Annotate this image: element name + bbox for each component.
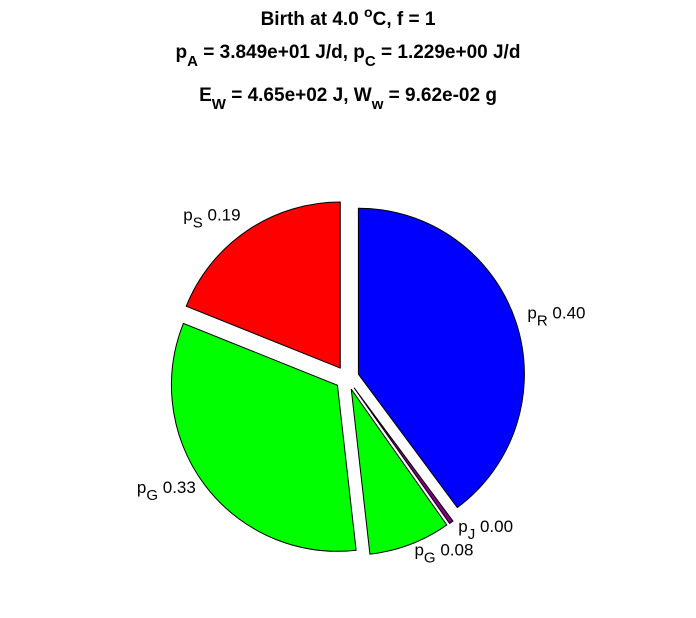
slice-name: pG <box>414 541 435 567</box>
slice-name-sub: S <box>193 215 203 232</box>
slice-name-base: p <box>183 206 192 225</box>
pie-slice <box>357 207 525 509</box>
pie-slice <box>185 201 341 369</box>
title-segment: = 3.849e+01 J/d, p <box>198 42 365 63</box>
title-segment: = 9.62e-02 g <box>383 85 497 106</box>
pie-slice <box>353 387 454 525</box>
slice-value-label: 0.19 <box>203 206 241 225</box>
title-segment: E <box>199 85 212 106</box>
slice-value-label: 0.08 <box>436 541 474 560</box>
slice-value-label: 0.33 <box>158 478 196 497</box>
slice-label: pS 0.19 <box>183 206 240 232</box>
title-segment: o <box>364 4 373 20</box>
title-segment: C, f = 1 <box>373 9 436 30</box>
slice-value-label: 0.00 <box>475 517 513 536</box>
slice-label: pG 0.33 <box>137 478 196 504</box>
slice-name-base: p <box>527 303 536 322</box>
slice-name-sub: R <box>537 312 548 329</box>
slice-label: pJ 0.00 <box>458 517 513 543</box>
chart-title: EW​ = 4.65e+02 J, Ww​ = 9.62e-02 g <box>199 85 497 113</box>
chart-title: pA​ = 3.849e+01 J/d, pC​ = 1.229e+00 J/d <box>176 42 521 70</box>
slice-name-sub: G <box>146 487 158 504</box>
slice-name-base: p <box>414 541 423 560</box>
slice-name-base: p <box>458 517 467 536</box>
slice-name-sub: J <box>468 526 476 543</box>
slice-label: pR 0.40 <box>527 303 585 329</box>
title-segment: Birth at 4.0 <box>261 9 364 30</box>
title-segment: W <box>212 96 227 113</box>
slice-name: pR <box>527 303 547 329</box>
title-segment: p <box>176 42 188 63</box>
slice-value-label: 0.40 <box>548 303 586 322</box>
pie-slice <box>170 322 357 552</box>
slice-name: pJ <box>458 517 475 543</box>
slice-name-sub: G <box>424 550 436 567</box>
title-segment: C <box>365 53 376 70</box>
chart-title: Birth at 4.0 o​C, f = 1 <box>261 4 436 30</box>
title-segment: A <box>187 53 198 70</box>
slice-name-base: p <box>137 478 146 497</box>
title-segment: w <box>371 96 384 113</box>
title-segment: = 4.65e+02 J, W <box>226 85 372 106</box>
title-segment: = 1.229e+00 J/d <box>376 42 521 63</box>
slice-label: pG 0.08 <box>414 541 473 567</box>
slice-name: pS <box>183 206 202 232</box>
slice-name: pG <box>137 478 158 504</box>
pie-slice <box>350 388 448 555</box>
